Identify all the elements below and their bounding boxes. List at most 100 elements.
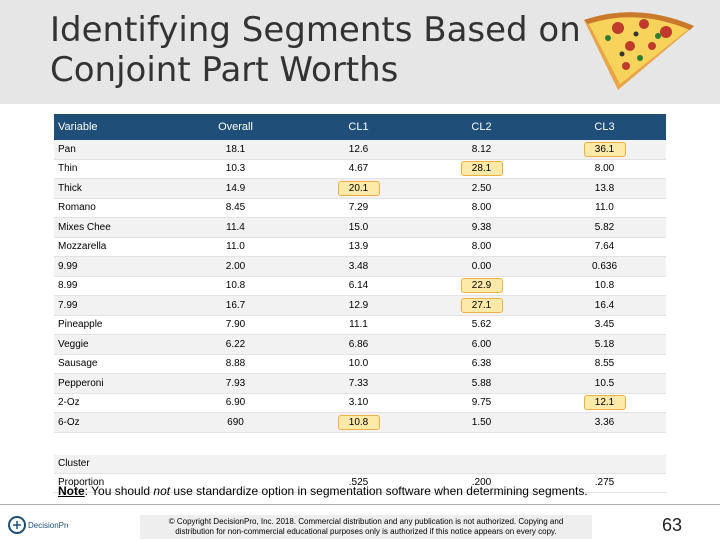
cluster-label: Cluster [54, 454, 174, 474]
cluster-empty-cell [297, 454, 420, 474]
header-cl3: CL3 [543, 114, 666, 140]
header-variable: Variable [54, 114, 174, 140]
cell-cl3: 0.636 [543, 256, 666, 277]
row-label: Thick [54, 178, 174, 199]
cell-cl1: 11.1 [297, 315, 420, 335]
logo-text: DecisionPro [28, 521, 68, 530]
cell-overall: 8.88 [174, 354, 297, 374]
note-text: Note: You should not use standardize opt… [58, 484, 588, 498]
cell-cl2: 6.38 [420, 354, 543, 374]
cell-cl1: 7.29 [297, 198, 420, 218]
row-label: Veggie [54, 334, 174, 355]
cell-cl2: 9.38 [420, 217, 543, 238]
cell-overall: 18.1 [174, 140, 297, 160]
row-label: 8.99 [54, 276, 174, 296]
cell-overall: 8.45 [174, 198, 297, 218]
cell-cl3: 10.5 [543, 373, 666, 394]
table-row: Thick 14.9 20.1 2.50 13.8 [54, 178, 666, 199]
cell-overall: 690 [174, 412, 297, 433]
cell-cl1: 12.9 [297, 295, 420, 316]
copyright-line-2: distribution for non-commercial educatio… [175, 527, 557, 536]
cell-cl3: 5.82 [543, 217, 666, 238]
table-row: Pan 18.1 12.6 8.12 36.1 [54, 140, 666, 160]
cell-cl3: 10.8 [543, 276, 666, 296]
cell-cl1: 7.33 [297, 373, 420, 394]
cell-overall: 14.9 [174, 178, 297, 199]
table-row: Pineapple 7.90 11.1 5.62 3.45 [54, 315, 666, 335]
table-row: Thin 10.3 4.67 28.1 8.00 [54, 159, 666, 179]
cell-overall: 7.90 [174, 315, 297, 335]
cluster-row: Cluster [54, 454, 666, 474]
cell-cl2: 0.00 [420, 256, 543, 277]
table-row: 9.99 2.00 3.48 0.00 0.636 [54, 256, 666, 277]
cell-cl2: 27.1 [420, 295, 543, 316]
row-label: Pineapple [54, 315, 174, 335]
row-label: 6-Oz [54, 412, 174, 433]
row-label: Pepperoni [54, 373, 174, 394]
cell-cl1: 3.48 [297, 256, 420, 277]
cell-cl3: 3.36 [543, 412, 666, 433]
pizza-slice-image [584, 12, 694, 91]
table-row: Sausage 8.88 10.0 6.38 8.55 [54, 354, 666, 374]
note-text-before: : You should [84, 484, 154, 498]
cell-cl3: 5.18 [543, 334, 666, 355]
table-body: Pan 18.1 12.6 8.12 36.1 Thin 10.3 4.67 28.1 8.00 T… [54, 140, 666, 493]
proportion-label: Proportion [54, 473, 174, 493]
spacer-cell [420, 432, 543, 455]
cell-cl3: 16.4 [543, 295, 666, 316]
highlighted-value: 10.8 [337, 414, 380, 430]
note-emphasis: not [153, 484, 171, 498]
part-worths-table-container: Variable Overall CL1 CL2 CL3 Pan 18.1 12.6… [54, 114, 666, 493]
cell-cl1: 13.9 [297, 237, 420, 257]
cell-cl3: 13.8 [543, 178, 666, 199]
cell-cl2: 28.1 [420, 159, 543, 179]
title-line-1: Identifying Segments Based on [50, 10, 581, 50]
table-row: 7.99 16.7 12.9 27.1 16.4 [54, 295, 666, 316]
cell-overall: 2.00 [174, 256, 297, 277]
copyright-line-1: © Copyright DecisionPro, Inc. 2018. Comm… [168, 517, 564, 526]
cell-cl2: 6.00 [420, 334, 543, 355]
spacer-cell [174, 432, 297, 455]
row-label: Thin [54, 159, 174, 179]
cell-cl3: 11.0 [543, 198, 666, 218]
cell-cl1: 20.1 [297, 178, 420, 199]
cell-cl2: 5.62 [420, 315, 543, 335]
footer: DecisionPro © Copyright DecisionPro, Inc… [0, 504, 720, 541]
header-cl1: CL1 [297, 114, 420, 140]
table-row: Romano 8.45 7.29 8.00 11.0 [54, 198, 666, 218]
cell-cl2: 9.75 [420, 393, 543, 413]
slide-title: Identifying Segments Based on Conjoint P… [50, 10, 581, 90]
cell-overall: 16.7 [174, 295, 297, 316]
cell-cl2: 8.00 [420, 237, 543, 257]
spacer-cell [54, 432, 174, 455]
spacer-cell [543, 432, 666, 455]
note-text-after: use standardize option in segmentation s… [170, 484, 588, 498]
table-row: Mixes Chee 11.4 15.0 9.38 5.82 [54, 217, 666, 238]
cluster-empty-cell [420, 454, 543, 474]
header-cl2: CL2 [420, 114, 543, 140]
spacer-cell [297, 432, 420, 455]
row-label: Sausage [54, 354, 174, 374]
note-lead: Note [58, 484, 85, 498]
cell-cl2: 1.50 [420, 412, 543, 433]
cell-overall: 6.90 [174, 393, 297, 413]
cell-cl3: 3.45 [543, 315, 666, 335]
proportion-cl2: .200 [420, 473, 543, 493]
cell-cl3: 8.55 [543, 354, 666, 374]
cell-cl1: 6.86 [297, 334, 420, 355]
row-label: Mozzarella [54, 237, 174, 257]
cell-cl3: 12.1 [543, 393, 666, 413]
cell-cl2: 22.9 [420, 276, 543, 296]
cell-cl1: 12.6 [297, 140, 420, 160]
proportion-cl1: .525 [297, 473, 420, 493]
highlighted-value: 20.1 [337, 180, 380, 196]
highlighted-value: 12.1 [583, 395, 626, 411]
row-label: 7.99 [54, 295, 174, 316]
table-row: 6-Oz 690 10.8 1.50 3.36 [54, 412, 666, 433]
cell-overall: 11.4 [174, 217, 297, 238]
table-row: Pepperoni 7.93 7.33 5.88 10.5 [54, 373, 666, 394]
cell-cl1: 6.14 [297, 276, 420, 296]
cluster-empty-cell [174, 454, 297, 474]
decisionpro-logo: DecisionPro [8, 516, 68, 534]
highlighted-value: 22.9 [460, 278, 503, 294]
